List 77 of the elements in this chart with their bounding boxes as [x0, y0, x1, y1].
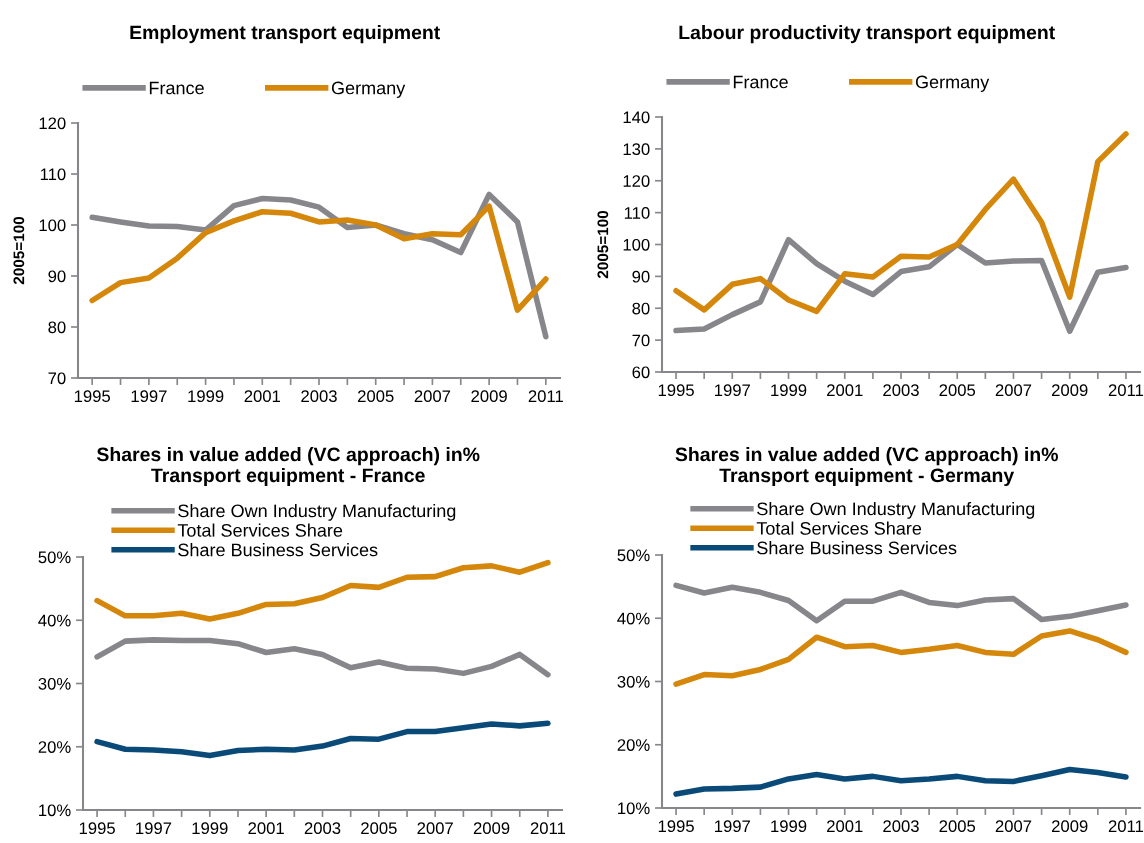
x-tick-label: 2007: [995, 820, 1032, 833]
x-tick-label: 1995: [79, 822, 115, 835]
legend-label: Total Services Share: [756, 521, 922, 535]
x-tick-label: 2007: [414, 390, 451, 403]
x-tick-label: 2003: [304, 822, 341, 835]
x-tick-label: 2011: [528, 390, 563, 403]
x-tick-label: 2007: [995, 384, 1032, 397]
y-tick-label: 30%: [617, 675, 650, 688]
y-tick-label: 80: [48, 321, 66, 334]
y-tick-label: 90: [632, 270, 650, 283]
legend-label: Share Business Services: [178, 543, 378, 557]
y-tick-label: 40%: [38, 614, 71, 627]
y-tick-label: 20%: [617, 739, 650, 751]
x-tick-label: 2001: [827, 820, 863, 833]
x-tick-label: 1999: [188, 390, 224, 403]
legend-label: Share Own Industry Manufacturing: [178, 503, 456, 521]
y-tick-label: 70: [632, 334, 650, 347]
y-tick-label: 120: [39, 117, 66, 130]
x-tick-label: 2011: [1108, 820, 1144, 833]
y-tick-label: 90: [48, 270, 66, 283]
y-tick-label: 10%: [618, 802, 650, 815]
x-tick-label: 2003: [301, 390, 337, 403]
x-tick-label: 2005: [939, 820, 976, 833]
x-tick-label: 2007: [417, 822, 453, 835]
x-tick-label: 2011: [1108, 384, 1144, 397]
x-tick-label: 2011: [530, 822, 566, 835]
chart-title: Employment transport equipment: [130, 25, 441, 44]
y-tick-label: 60: [632, 366, 650, 379]
x-tick-label: 2005: [361, 822, 397, 835]
x-tick-label: 2005: [358, 390, 394, 403]
x-tick-label: 2001: [248, 822, 284, 835]
x-tick-label: 2009: [1052, 820, 1088, 833]
legend-label: Germany: [331, 81, 406, 98]
x-tick-label: 1997: [715, 820, 750, 833]
y-tick-label: 70: [48, 372, 66, 385]
y-tick-label: 40%: [617, 612, 650, 625]
x-tick-label: 1997: [715, 384, 750, 397]
x-tick-label: 1995: [74, 390, 111, 403]
chart-title: Labour productivity transport equipment: [679, 25, 1055, 44]
y-axis-title: 2005=100: [13, 216, 25, 285]
legend-label: France: [149, 81, 204, 95]
y-tick-label: 50%: [617, 549, 650, 562]
legend-label: France: [733, 75, 788, 89]
x-tick-label: 1999: [771, 384, 807, 397]
y-tick-label: 130: [623, 143, 650, 156]
x-tick-label: 1997: [131, 390, 167, 403]
x-tick-label: 2009: [473, 822, 510, 835]
legend-label: Germany: [915, 75, 990, 92]
y-tick-label: 120: [623, 175, 650, 187]
x-tick-label: 2001: [244, 390, 281, 403]
legend-label: Total Services Share: [177, 523, 343, 537]
x-tick-label: 1999: [771, 820, 807, 833]
x-tick-label: 1999: [192, 822, 228, 835]
x-tick-label: 1995: [658, 820, 694, 833]
x-tick-label: 2009: [1052, 384, 1088, 397]
y-tick-label: 100: [623, 238, 650, 251]
y-tick-label: 30%: [38, 677, 71, 690]
y-tick-label: 110: [624, 207, 650, 219]
y-tick-label: 100: [39, 219, 66, 232]
y-tick-label: 20%: [38, 741, 71, 753]
y-tick-label: 10%: [39, 804, 71, 817]
x-tick-label: 1995: [658, 384, 694, 397]
chart-title: Shares in value added (VC approach) in% Transport equipment - France: [96, 447, 480, 487]
y-tick-label: 50%: [38, 551, 71, 564]
legend-label: Share Own Industry Manufacturing: [757, 501, 1035, 519]
x-tick-label: 1997: [136, 822, 172, 835]
x-tick-label: 2003: [883, 820, 919, 833]
chart-title: Shares in value added (VC approach) in% Transport equipment - Germany: [675, 447, 1058, 487]
y-tick-label: 110: [40, 168, 66, 181]
y-tick-label: 140: [623, 111, 650, 124]
x-tick-label: 2005: [939, 384, 976, 397]
x-tick-label: 2003: [883, 384, 919, 397]
y-tick-label: 80: [632, 302, 650, 315]
legend-label: Share Business Services: [757, 541, 957, 555]
x-tick-label: 2001: [827, 384, 863, 397]
x-tick-label: 2009: [471, 390, 507, 403]
y-axis-title: 2005=100: [597, 210, 609, 279]
